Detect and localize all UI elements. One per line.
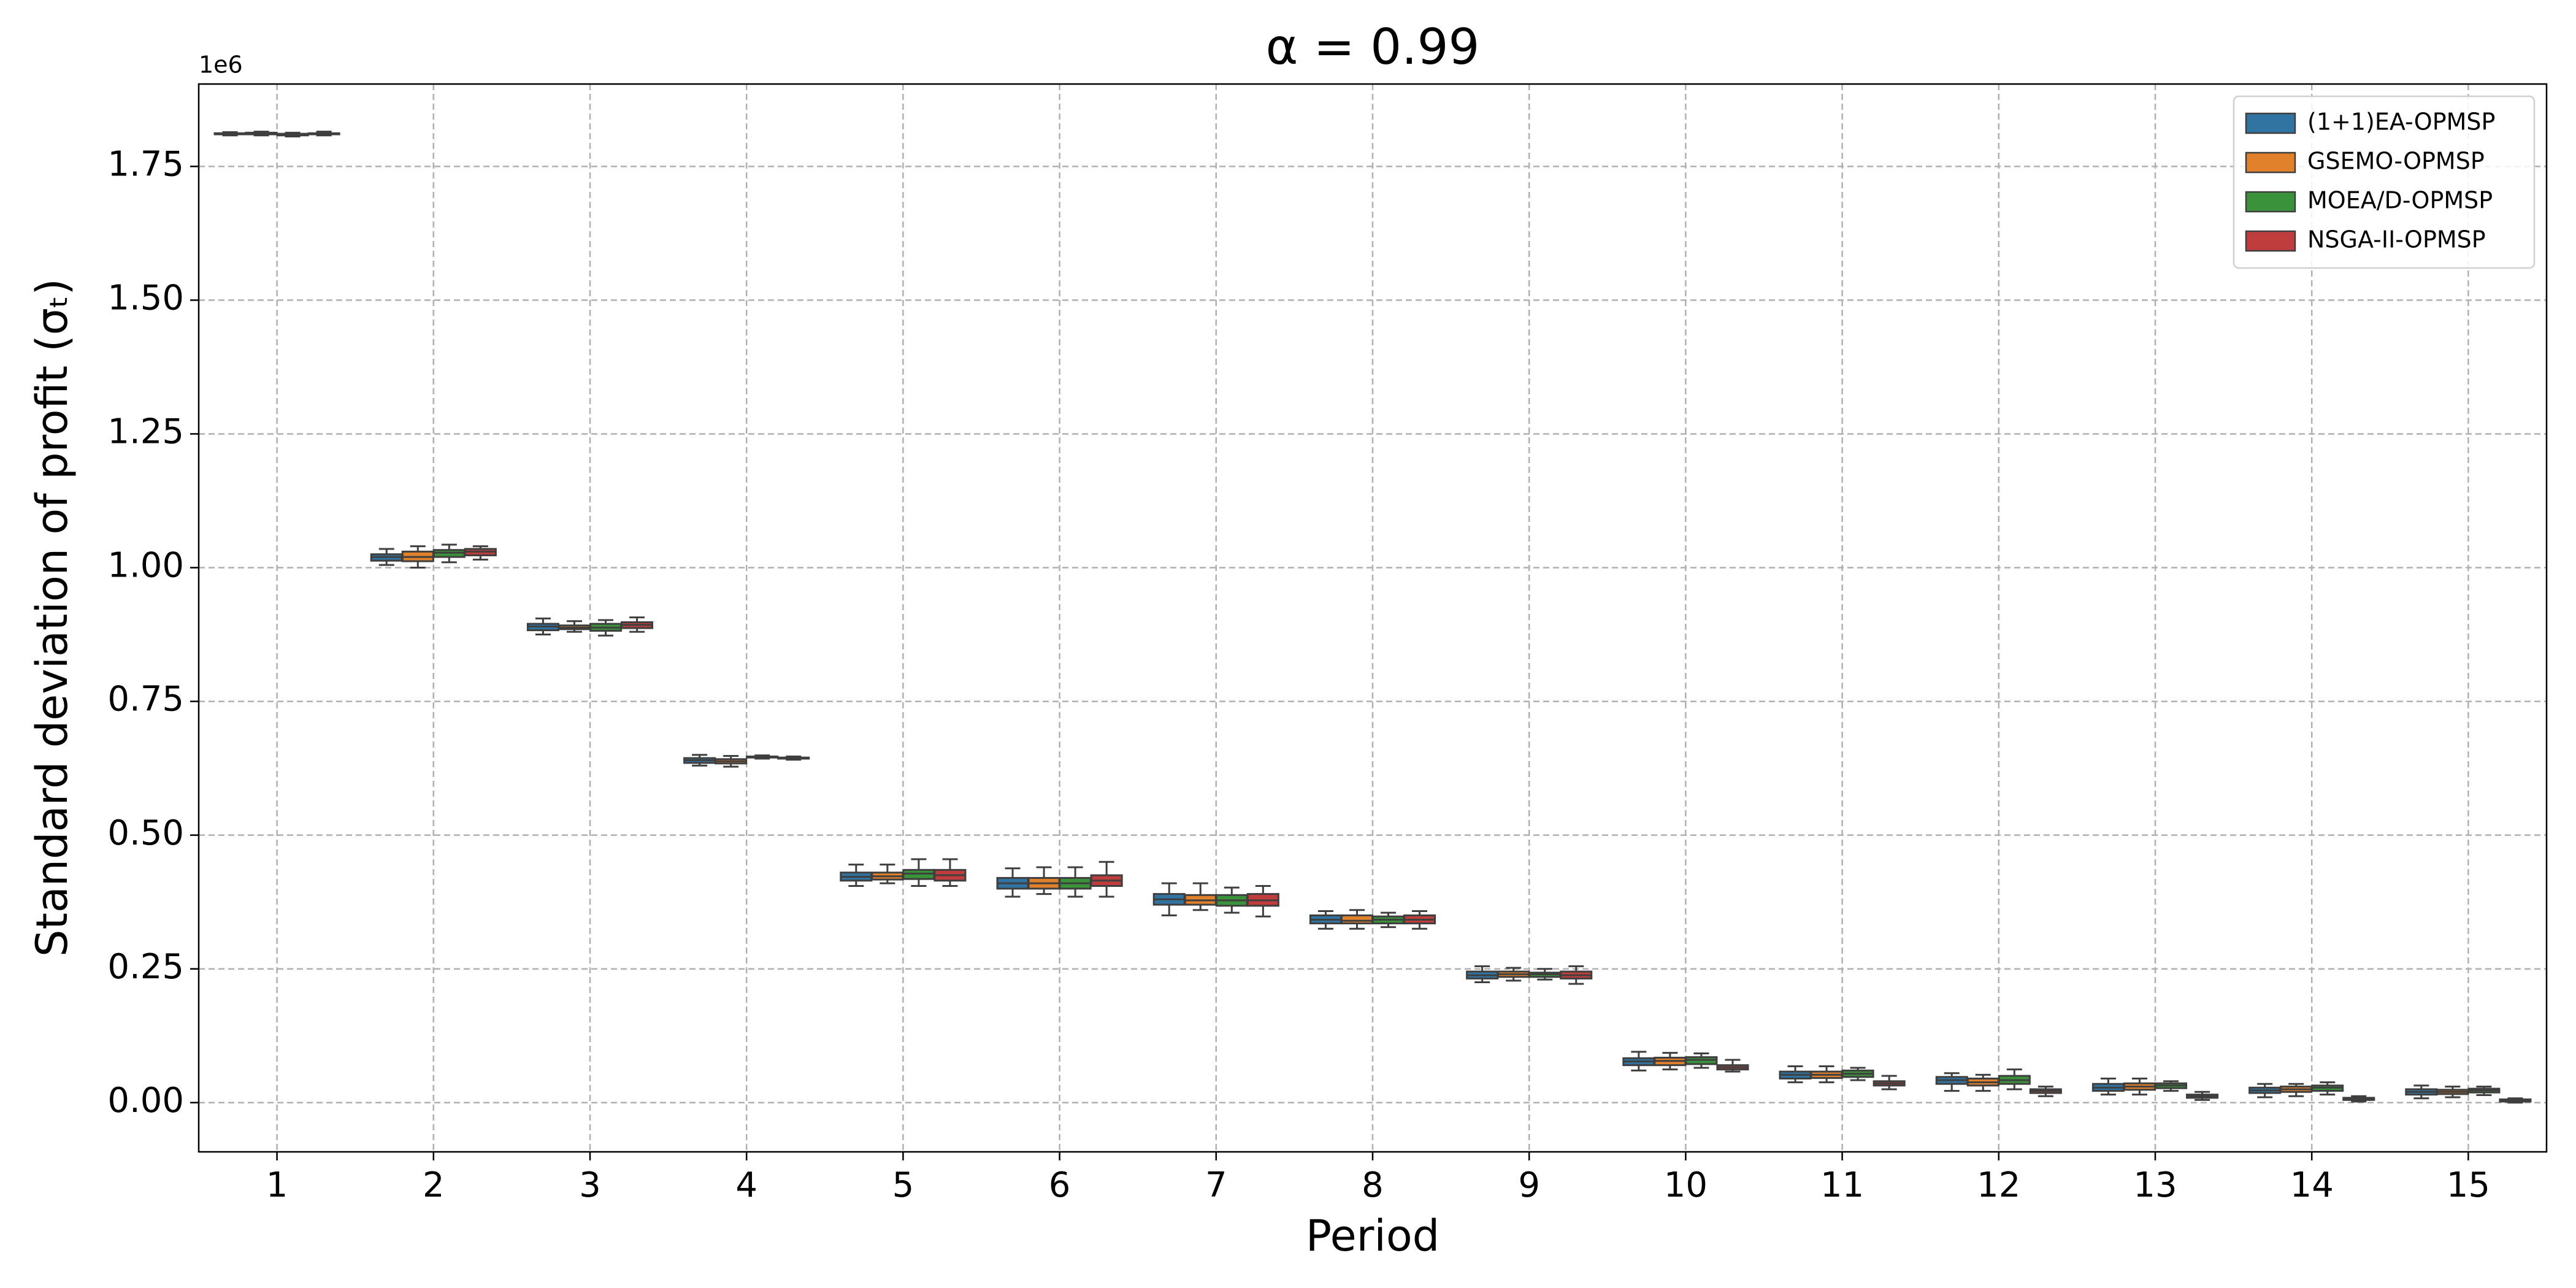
legend-swatch <box>2245 191 2296 213</box>
y-tick-label: 1.00 <box>107 546 184 586</box>
legend-label: GSEMO-OPMSP <box>2307 148 2485 175</box>
x-tick-label: 11 <box>1820 1165 1864 1205</box>
x-tick-label: 8 <box>1362 1165 1384 1205</box>
legend-label: NSGA-II-OPMSP <box>2307 226 2486 253</box>
legend-frame <box>2233 95 2536 269</box>
legend-swatch <box>2245 112 2296 134</box>
legend-swatch <box>2245 230 2296 252</box>
x-tick-label: 2 <box>423 1165 445 1205</box>
legend-swatch <box>2245 151 2296 174</box>
x-tick-label: 5 <box>892 1165 914 1205</box>
x-tick-label: 10 <box>1664 1165 1708 1205</box>
x-tick-label: 6 <box>1049 1165 1071 1205</box>
x-tick-label: 4 <box>735 1165 757 1205</box>
y-tick-label: 0.25 <box>107 947 184 987</box>
y-tick-label: 1.75 <box>107 144 184 184</box>
x-tick-label: 9 <box>1518 1165 1540 1205</box>
x-tick-label: 15 <box>2447 1165 2490 1205</box>
x-tick-label: 3 <box>579 1165 601 1205</box>
plot-frame <box>197 83 2548 1153</box>
y-tick-label: 1.50 <box>107 278 184 318</box>
x-tick-label: 14 <box>2290 1165 2334 1205</box>
x-axis-label: Period <box>1306 1211 1439 1261</box>
y-tick-label: 0.75 <box>107 680 184 719</box>
y-offset-label: 1e6 <box>199 52 243 79</box>
y-axis-label: Standard deviation of profit (σₜ) <box>27 278 77 957</box>
x-tick-label: 13 <box>2133 1165 2177 1205</box>
x-tick-label: 12 <box>1977 1165 2020 1205</box>
y-tick-label: 0.50 <box>107 813 184 853</box>
y-tick-label: 0.00 <box>107 1081 184 1121</box>
legend-label: MOEA/D-OPMSP <box>2307 187 2493 214</box>
x-tick-label: 1 <box>266 1165 288 1205</box>
box <box>1340 914 1373 925</box>
chart-title: α = 0.99 <box>1266 18 1480 75</box>
legend-label: (1+1)EA-OPMSP <box>2307 109 2495 136</box>
x-tick-label: 7 <box>1205 1165 1227 1205</box>
y-tick-label: 1.25 <box>107 412 184 452</box>
